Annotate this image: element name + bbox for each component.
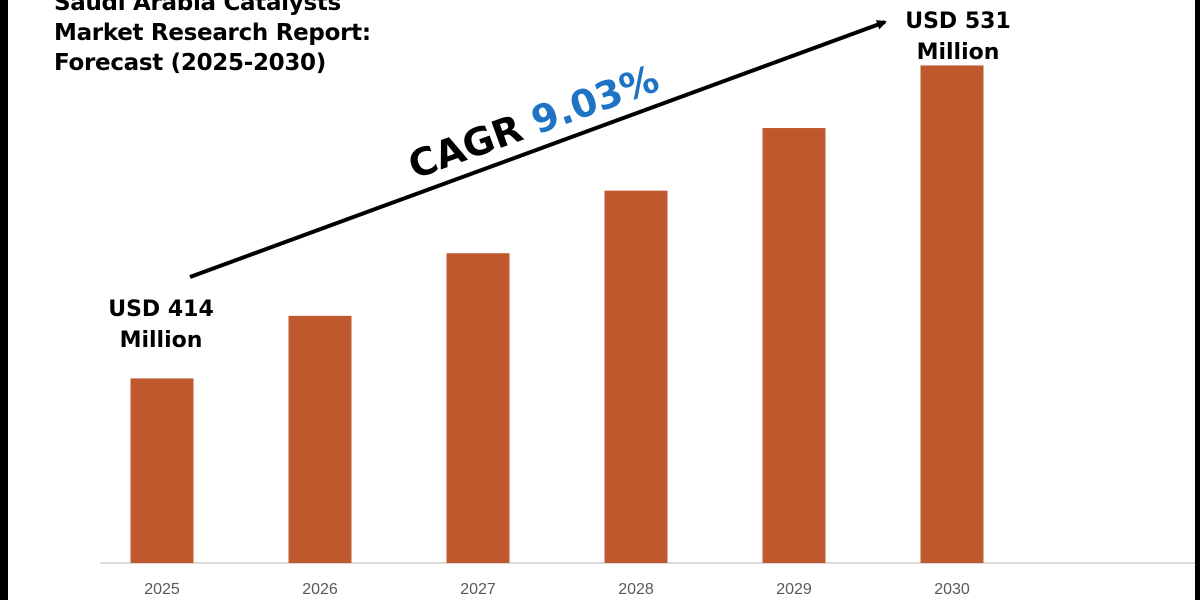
end-value-line-2: Million [916,40,1000,65]
bar-2026 [288,315,352,563]
right-border [1195,0,1200,600]
start-value-line-1: USD 414 [108,297,214,322]
chart-title: Saudi Arabia Catalysts Market Research R… [54,0,371,78]
x-tick-label: 2028 [618,581,654,598]
bar-2027 [446,253,510,564]
end-value-line-1: USD 531 [905,9,1011,34]
start-value-label: USD 414 Million [81,294,241,356]
bar-2030 [920,65,984,563]
title-line-3: Forecast (2025-2030) [54,50,326,76]
x-tick-label: 2026 [302,581,338,598]
bar-2025 [130,378,194,563]
bar-2029 [762,128,826,564]
growth-arrow [189,20,887,279]
title-line-2: Market Research Report: [54,20,371,46]
x-tick-label: 2025 [144,581,180,598]
left-border [0,0,8,600]
title-line-1: Saudi Arabia Catalysts [54,0,341,16]
x-tick-label: 2030 [934,581,970,598]
end-value-label: USD 531 Million [878,6,1038,68]
x-tick-label: 2029 [776,581,812,598]
start-value-line-2: Million [119,328,203,353]
x-tick-label: 2027 [460,581,496,598]
bar-2028 [604,190,668,563]
